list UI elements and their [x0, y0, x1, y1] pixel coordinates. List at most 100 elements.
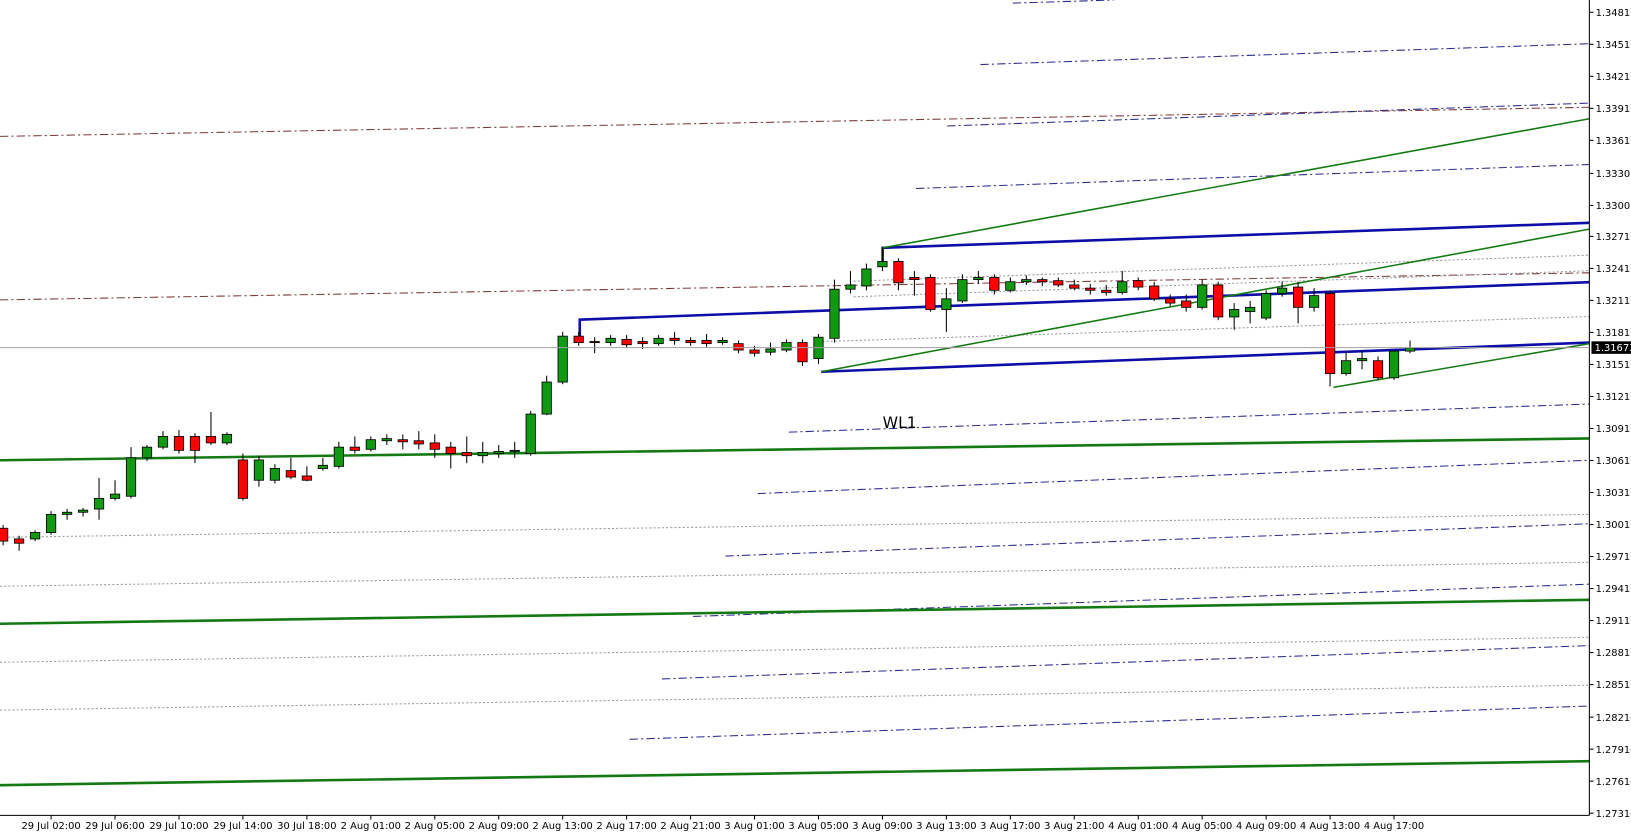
- y-tick-label: 1.33615: [1596, 136, 1631, 147]
- candle-body: [493, 451, 504, 454]
- candle-body: [109, 493, 121, 499]
- drawings: [0, 0, 1590, 787]
- y-tick-label: 1.34515: [1596, 40, 1631, 51]
- candle-body: [1245, 306, 1256, 313]
- y-tick-label: 1.30915: [1596, 424, 1631, 435]
- y-tick-label: 1.30015: [1596, 520, 1631, 531]
- fib-line: [1012, 0, 1114, 4]
- candle-body: [861, 268, 872, 287]
- fib-line: [915, 164, 1590, 189]
- x-tick-label: 3 Aug 13:00: [916, 821, 976, 832]
- fib-line: [0, 106, 1590, 137]
- candle-body: [237, 459, 249, 499]
- current-price-label: 1.31673: [1595, 343, 1631, 354]
- candle-body: [365, 439, 376, 450]
- fib-line: [947, 102, 1590, 127]
- candle-body: [909, 277, 920, 281]
- x-tick-label: 4 Aug 05:00: [1172, 821, 1232, 832]
- candle-body: [1372, 360, 1384, 379]
- candle-body: [749, 349, 760, 354]
- candle-body: [269, 468, 281, 481]
- candle-body: [157, 436, 169, 448]
- dotted-line: [822, 316, 1590, 343]
- candle-body: [285, 470, 296, 478]
- candle-body: [1292, 286, 1304, 308]
- candle-body: [1117, 281, 1128, 293]
- dotted-line: [0, 561, 1590, 587]
- candle-body: [685, 340, 696, 343]
- candle-body: [765, 348, 776, 353]
- candle-body: [301, 475, 312, 481]
- candle-body: [637, 341, 648, 345]
- y-tick-label: 1.27310: [1596, 809, 1631, 820]
- candle-body: [1340, 360, 1352, 374]
- candle-body: [397, 439, 408, 443]
- candle-body: [125, 457, 137, 497]
- fib-line: [725, 523, 1590, 557]
- candle-body: [1149, 285, 1160, 300]
- candle-body: [1213, 284, 1224, 318]
- trend-line: [1333, 342, 1590, 389]
- annotation: WL1: [883, 414, 917, 432]
- y-tick-label: 1.31515: [1596, 360, 1631, 371]
- x-tick-label: 4 Aug 13:00: [1300, 821, 1360, 832]
- x-tick-label: 3 Aug 09:00: [852, 821, 912, 832]
- candle-body: [189, 436, 201, 451]
- channel-line: [881, 221, 1590, 267]
- x-tick-label: 29 Jul 10:00: [149, 821, 208, 832]
- candle-body: [1021, 279, 1032, 283]
- candle-body: [477, 452, 488, 457]
- candle-body: [1165, 298, 1176, 304]
- candle-body: [29, 532, 41, 540]
- candle-body: [173, 436, 185, 451]
- candle-body: [333, 446, 344, 467]
- candle-body: [877, 261, 888, 268]
- y-tick-label: 1.33915: [1596, 104, 1631, 115]
- candle-body: [941, 298, 952, 310]
- channel-line: [578, 280, 1590, 339]
- candle-body: [77, 509, 89, 513]
- candle-body: [717, 340, 728, 343]
- candle-body: [829, 288, 840, 339]
- candle-body: [1324, 293, 1336, 374]
- x-tick-label: 3 Aug 17:00: [980, 821, 1040, 832]
- x-tick-label: 29 Jul 02:00: [21, 821, 80, 832]
- y-tick-label: 1.28815: [1596, 648, 1631, 659]
- candle-body: [845, 284, 856, 290]
- y-tick-label: 1.30315: [1596, 488, 1631, 499]
- candle-body: [1277, 287, 1288, 294]
- candle-body: [45, 513, 57, 533]
- y-tick-label: 1.28515: [1596, 680, 1631, 691]
- channel-line: [821, 341, 1590, 374]
- candle-body: [1069, 284, 1080, 289]
- x-tick-label: 4 Aug 17:00: [1364, 821, 1424, 832]
- x-tick-label: 3 Aug 05:00: [788, 821, 848, 832]
- candle-body: [1261, 293, 1272, 319]
- y-tick-label: 1.30615: [1596, 456, 1631, 467]
- candle-body: [1005, 281, 1016, 291]
- candle-body: [557, 335, 568, 383]
- candle-body: [461, 452, 472, 457]
- candle-body: [797, 342, 808, 363]
- support-line: [0, 437, 1590, 462]
- x-tick-label: 29 Jul 14:00: [213, 821, 272, 832]
- y-tick-label: 1.32715: [1596, 232, 1631, 243]
- candle-body: [925, 277, 936, 310]
- candle-body: [541, 381, 552, 415]
- candle-body: [349, 446, 360, 451]
- candle-body: [701, 340, 712, 345]
- candle-body: [605, 337, 616, 343]
- y-tick-label: 1.31215: [1596, 392, 1631, 403]
- candle-body: [573, 335, 584, 343]
- candle-body: [413, 440, 424, 445]
- candle-body: [653, 337, 664, 345]
- candle-body: [429, 442, 440, 450]
- candle-body: [205, 436, 217, 444]
- candle-body: [1197, 284, 1208, 308]
- y-tick-label: 1.34815: [1596, 8, 1631, 19]
- y-tick-label: 1.33005: [1596, 201, 1631, 212]
- dotted-line: [853, 254, 1590, 282]
- candle-body: [1181, 300, 1192, 308]
- current-price-box: [1591, 341, 1631, 354]
- candle-body: [141, 446, 153, 459]
